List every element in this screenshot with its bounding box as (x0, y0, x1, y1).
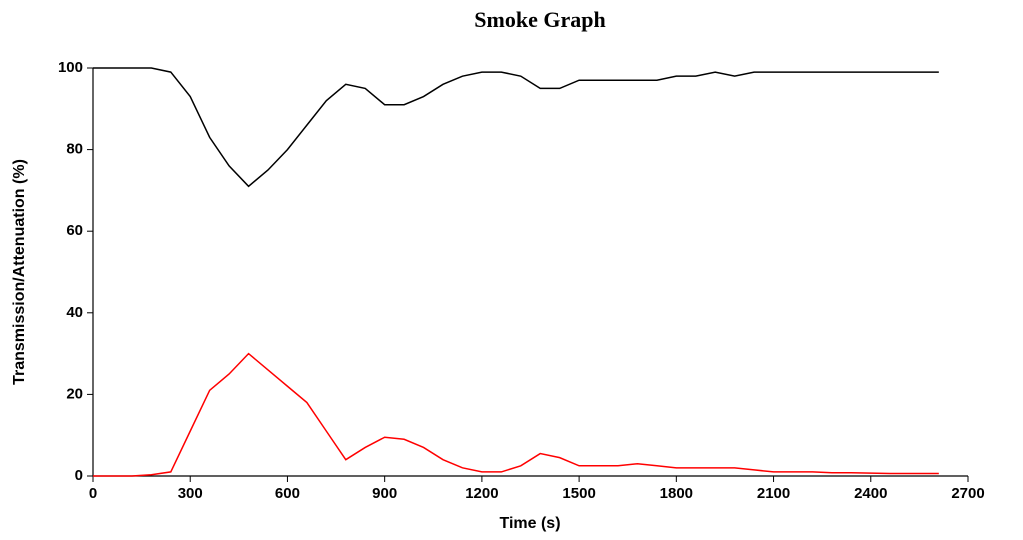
y-tick-label: 80 (66, 141, 83, 158)
y-tick-label: 60 (66, 222, 83, 239)
y-tick-label: 0 (75, 467, 83, 484)
y-tick-label: 20 (66, 385, 83, 402)
x-tick-label: 1800 (660, 485, 693, 502)
x-tick-label: 900 (372, 485, 397, 502)
y-axis-label: Transmission/Attenuation (%) (11, 159, 28, 385)
x-axis-label: Time (s) (499, 515, 560, 532)
y-tick-label: 100 (58, 59, 83, 76)
series-line (93, 67, 939, 188)
x-tick-label: 300 (178, 485, 203, 502)
x-tick-label: 1200 (465, 485, 498, 502)
x-tick-label: 1500 (562, 485, 595, 502)
x-tick-label: 2700 (951, 485, 984, 502)
x-tick-label: 600 (275, 485, 300, 502)
x-tick-label: 2100 (757, 485, 790, 502)
y-tick-label: 40 (66, 304, 83, 321)
chart-title: Smoke Graph (474, 7, 605, 32)
x-tick-label: 2400 (854, 485, 887, 502)
x-tick-label: 0 (89, 485, 97, 502)
series-line (93, 352, 939, 477)
